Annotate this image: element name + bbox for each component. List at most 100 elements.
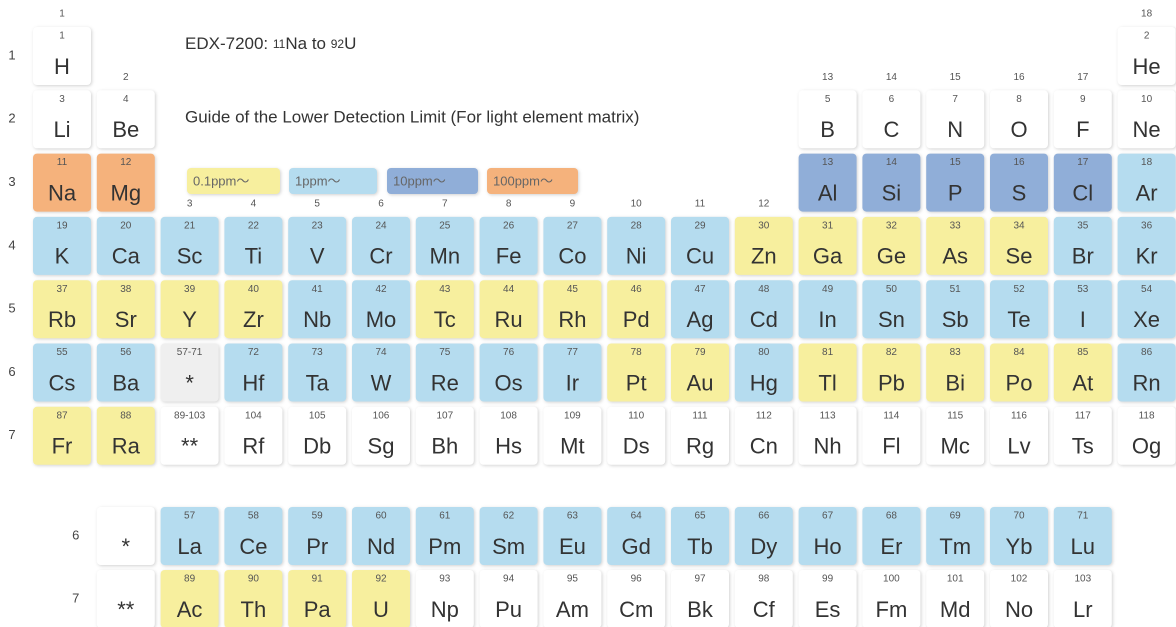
element-cell (543, 216, 602, 275)
period-label: 6 (72, 527, 79, 542)
element-cell (798, 90, 857, 149)
element-cell (96, 406, 155, 465)
element-cell (926, 153, 985, 212)
element-cell (862, 570, 921, 627)
group-label: 3 (187, 199, 193, 210)
atomic-number: 86 (1141, 347, 1153, 358)
element-symbol: C (883, 117, 899, 142)
element-symbol: Nh (814, 434, 842, 459)
atomic-number: 30 (758, 221, 770, 232)
atomic-number: 46 (631, 284, 643, 295)
atomic-number: 16 (1013, 157, 1025, 168)
atomic-number: 10 (1141, 94, 1153, 105)
atomic-number: 87 (56, 410, 68, 421)
element-symbol: No (1005, 597, 1033, 622)
atomic-number: 3 (59, 94, 65, 105)
element-cell (926, 216, 985, 275)
element-cell (479, 280, 538, 339)
element-symbol: Ca (112, 244, 141, 269)
group-label: 9 (570, 199, 576, 210)
element-cell (990, 343, 1048, 402)
period-label: 5 (8, 301, 15, 316)
element-cell (734, 507, 793, 565)
element-symbol: Ho (814, 534, 842, 559)
element-symbol: Li (53, 117, 70, 142)
element-cell (798, 507, 857, 565)
element-symbol: Re (431, 370, 459, 395)
element-cell (96, 507, 155, 565)
element-cell (734, 216, 793, 275)
group-label: 14 (886, 72, 898, 83)
element-cell (33, 153, 91, 212)
atomic-number: 109 (564, 410, 581, 421)
period-label: 6 (8, 364, 15, 379)
atomic-number: 59 (312, 511, 324, 522)
element-symbol: O (1010, 117, 1027, 142)
atomic-number: 78 (631, 347, 643, 358)
element-symbol: Rg (686, 434, 714, 459)
element-cell (1053, 90, 1112, 149)
group-label: 8 (506, 199, 512, 210)
element-cell (224, 570, 283, 627)
element-cell (926, 570, 985, 627)
atomic-number: 57-71 (177, 347, 203, 358)
atomic-number: 66 (758, 511, 770, 522)
atomic-number: 115 (947, 410, 963, 421)
atomic-number: 76 (503, 347, 515, 358)
element-symbol: Fl (882, 434, 900, 459)
atomic-number: 85 (1077, 347, 1089, 358)
element-symbol: Ar (1136, 180, 1158, 205)
element-symbol: Bi (945, 370, 965, 395)
element-symbol: Mn (430, 244, 461, 269)
group-label: 7 (442, 199, 448, 210)
group-label: 2 (123, 72, 129, 83)
atomic-number: 38 (120, 284, 132, 295)
atomic-number: 75 (439, 347, 451, 358)
atomic-number: 82 (886, 347, 898, 358)
element-symbol: Am (556, 597, 589, 622)
atomic-number: 94 (503, 574, 515, 585)
atomic-number: 55 (56, 347, 68, 358)
element-cell (479, 406, 538, 465)
element-cell (1117, 280, 1176, 339)
element-symbol: Kr (1136, 244, 1158, 269)
element-symbol: Fr (52, 434, 73, 459)
atomic-number: 60 (375, 511, 387, 522)
atomic-number: 90 (248, 574, 260, 585)
element-symbol: Cu (686, 244, 714, 269)
title-part: U (344, 34, 356, 53)
element-cell (1053, 343, 1112, 402)
atomic-number: 52 (1013, 284, 1025, 295)
element-cell (734, 570, 793, 627)
element-symbol: Pm (428, 534, 461, 559)
atomic-number: 29 (694, 221, 706, 232)
atomic-number: 13 (822, 157, 834, 168)
atomic-number: 42 (375, 284, 387, 295)
element-cell (288, 280, 347, 339)
element-symbol: La (177, 534, 202, 559)
element-symbol: Pt (626, 370, 647, 395)
atomic-number: 40 (248, 284, 260, 295)
atomic-number: 14 (886, 157, 898, 168)
atomic-number: 62 (503, 511, 515, 522)
atomic-number: 118 (1139, 410, 1155, 421)
element-symbol: Cl (1072, 180, 1093, 205)
element-symbol: Cn (750, 434, 778, 459)
group-label: 1 (59, 9, 65, 20)
element-symbol: He (1133, 54, 1161, 79)
element-symbol: Ce (239, 534, 267, 559)
atomic-number: 47 (694, 284, 706, 295)
element-cell (734, 280, 793, 339)
element-symbol: At (1072, 370, 1093, 395)
title-part: Na to (285, 34, 330, 53)
atomic-number: 11 (57, 157, 68, 168)
element-cell (1053, 153, 1112, 212)
atomic-number: 20 (120, 221, 132, 232)
element-cell (926, 90, 985, 149)
atomic-number: 69 (950, 511, 962, 522)
element-symbol: K (55, 244, 70, 269)
title-part: 11 (273, 37, 286, 51)
element-symbol: Pd (623, 307, 650, 332)
element-symbol: Zn (751, 244, 777, 269)
atomic-number: 70 (1013, 511, 1025, 522)
